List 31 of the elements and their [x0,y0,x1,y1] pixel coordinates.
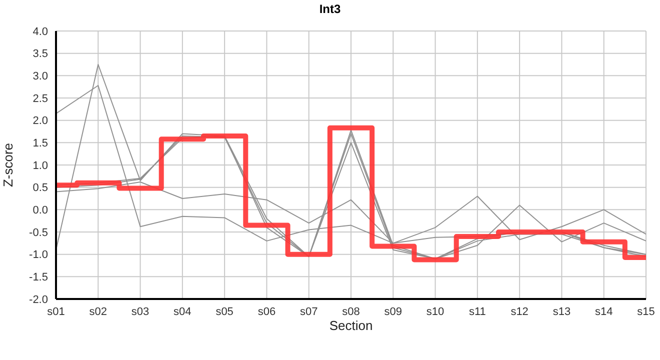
x-axis-title: Section [329,318,373,334]
x-tick-label: s10 [426,306,444,318]
y-axis-title: Z-score [0,142,16,188]
y-tick-label: 2.5 [32,92,48,105]
x-tick-label: s07 [300,306,318,318]
x-tick-label: s13 [552,306,571,318]
y-tick-label: 3.0 [32,70,48,83]
x-tick-label: s06 [258,306,276,318]
x-tick-label: s11 [468,306,486,318]
chart-title: Int3 [318,2,342,16]
x-tick-label: s04 [174,306,192,318]
y-tick-label: 1.5 [32,138,48,150]
x-tick-label: s05 [216,306,234,318]
x-tick-label: s12 [510,306,528,318]
y-tick-label: -0.5 [29,226,48,239]
y-tick-label: 3.5 [32,48,48,60]
x-tick-label: s08 [342,306,360,318]
y-tick-label: 4.0 [32,26,48,38]
y-tick-label: 0.0 [32,204,48,217]
x-tick-label: s01 [47,306,65,318]
y-tick-label: -2.0 [29,294,48,306]
y-tick-label: 2.0 [32,115,48,128]
y-tick-label: -1.0 [29,249,48,262]
x-tick-label: s15 [637,306,655,318]
x-tick-label: s14 [594,306,613,318]
y-tick-label: 0.5 [32,182,48,194]
y-tick-label: 1.0 [32,160,48,172]
x-tick-label: s03 [131,306,150,318]
y-tick-label: -1.5 [29,272,48,284]
x-tick-label: s02 [89,306,108,318]
x-tick-label: s09 [384,306,402,318]
